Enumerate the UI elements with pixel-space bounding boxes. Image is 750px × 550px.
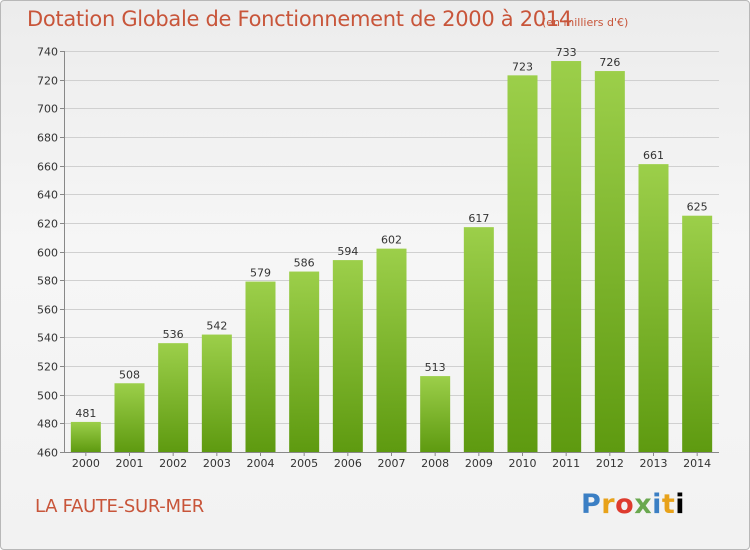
y-tick-label: 580	[37, 275, 58, 288]
y-tick-label: 640	[37, 189, 58, 202]
bar	[289, 271, 320, 452]
x-tick-label: 2012	[596, 457, 624, 470]
x-tick-label: 2002	[159, 457, 187, 470]
y-tick-label: 480	[37, 418, 58, 431]
x-tick-label: 2004	[247, 457, 275, 470]
bar-value-label: 723	[512, 60, 533, 73]
bar-value-label: 536	[163, 328, 184, 341]
bar	[420, 376, 451, 452]
chart-title: Dotation Globale de Fonctionnement de 20…	[27, 7, 572, 31]
y-tick-label: 500	[37, 390, 58, 403]
chart-unit: (en milliers d'€)	[542, 16, 629, 29]
logo-letter: i	[652, 489, 662, 520]
logo-letter: i	[675, 489, 686, 520]
y-tick-label: 560	[37, 304, 58, 317]
bar	[70, 421, 101, 452]
bar-value-label: 726	[599, 56, 620, 69]
bar-value-label: 579	[250, 267, 271, 280]
bar-value-label: 661	[643, 149, 664, 162]
bar	[201, 334, 232, 452]
bar	[594, 71, 625, 453]
tick-labels: 460 480 500 520 540 560 580 600 620 640 660 680 700 7…	[37, 46, 711, 471]
x-tick-label: 2007	[378, 457, 406, 470]
bar-value-label: 513	[425, 361, 446, 374]
bar	[114, 383, 145, 452]
y-tick-label: 520	[37, 361, 58, 374]
logo-letter: P	[581, 489, 602, 520]
y-tick-label: 600	[37, 247, 58, 260]
logo-letter: r	[601, 489, 616, 520]
x-tick-label: 2000	[72, 457, 100, 470]
x-tick-label: 2003	[203, 457, 231, 470]
y-tick-label: 620	[37, 218, 58, 231]
proxiti-logo[interactable]: Proxiti	[581, 489, 685, 520]
bar	[463, 227, 494, 452]
x-tick-label: 2014	[683, 457, 711, 470]
bar	[551, 61, 582, 453]
logo-letter: t	[661, 489, 676, 520]
bar-value-label: 542	[206, 320, 227, 333]
y-tick-label: 720	[37, 75, 58, 88]
bar	[332, 260, 363, 452]
commune-name: LA FAUTE-SUR-MER	[35, 496, 205, 517]
bar-value-label: 602	[381, 234, 402, 247]
logo-letter: o	[615, 489, 635, 520]
x-tick-label: 2010	[509, 457, 537, 470]
bar-value-label: 508	[119, 368, 140, 381]
bar	[245, 281, 276, 452]
value-labels: 481 508 536 542 579 586 594 602 513 617 723 733 726 6…	[75, 46, 707, 420]
bar	[376, 248, 407, 452]
x-tick-label: 2008	[421, 457, 449, 470]
y-tick-label: 680	[37, 132, 58, 145]
bar	[682, 215, 713, 452]
y-tick-label: 540	[37, 332, 58, 345]
x-tick-label: 2013	[640, 457, 668, 470]
y-tick-label: 660	[37, 161, 58, 174]
logo-letter: x	[634, 489, 653, 520]
y-tick-label: 740	[37, 46, 58, 59]
bar-value-label: 481	[75, 407, 96, 420]
y-tick-label: 700	[37, 103, 58, 116]
bar	[158, 343, 189, 452]
bar-value-label: 733	[556, 46, 577, 59]
bar-value-label: 625	[687, 201, 708, 214]
bar	[638, 164, 669, 452]
x-tick-label: 2006	[334, 457, 362, 470]
bar	[507, 75, 538, 452]
axes	[60, 51, 719, 456]
x-tick-label: 2005	[290, 457, 318, 470]
y-tick-label: 460	[37, 447, 58, 460]
bars	[70, 61, 713, 453]
bar-value-label: 586	[294, 257, 315, 270]
bar-value-label: 617	[468, 212, 489, 225]
x-tick-label: 2009	[465, 457, 493, 470]
x-tick-label: 2001	[116, 457, 144, 470]
x-tick-label: 2011	[552, 457, 580, 470]
bar-value-label: 594	[337, 245, 358, 258]
